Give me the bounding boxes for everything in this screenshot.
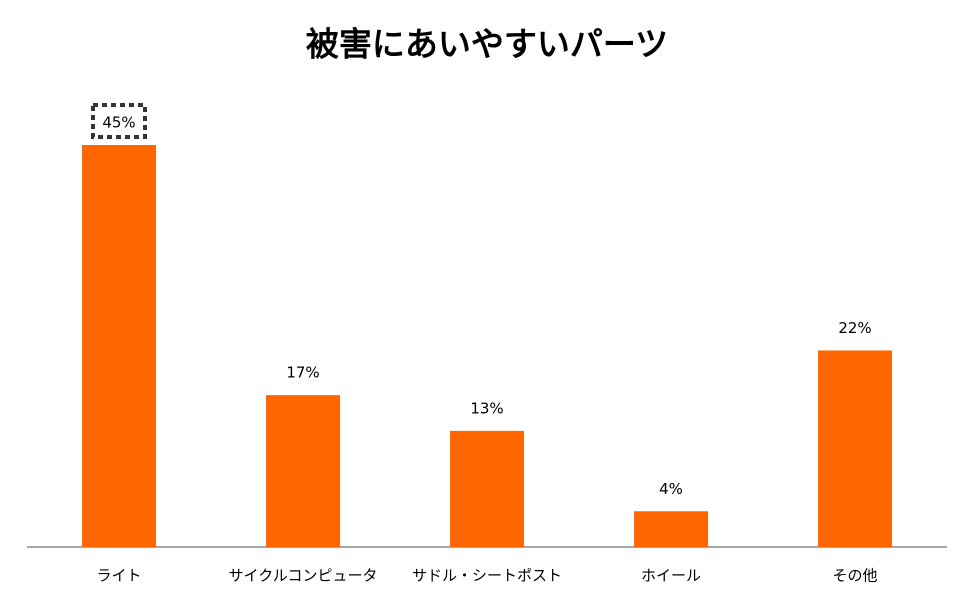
value-label: 45%	[102, 114, 135, 132]
bar	[450, 430, 524, 547]
highlight-box	[91, 103, 147, 139]
value-label: 22%	[838, 319, 871, 337]
value-label: 17%	[286, 364, 319, 382]
chart-title: 被害にあいやすいパーツ	[306, 25, 668, 64]
bar	[82, 145, 156, 547]
x-tick-label: ライト	[96, 567, 141, 585]
bar	[818, 350, 892, 547]
x-tick-label: その他	[832, 567, 877, 585]
value-label: 13%	[470, 399, 503, 417]
bar	[634, 511, 708, 547]
x-tick-label: サドル・シートポスト	[412, 567, 562, 585]
value-label: 4%	[659, 480, 683, 498]
bar	[266, 395, 340, 547]
x-tick-label: サイクルコンピュータ	[229, 567, 378, 585]
x-tick-label: ホイール	[641, 567, 701, 585]
